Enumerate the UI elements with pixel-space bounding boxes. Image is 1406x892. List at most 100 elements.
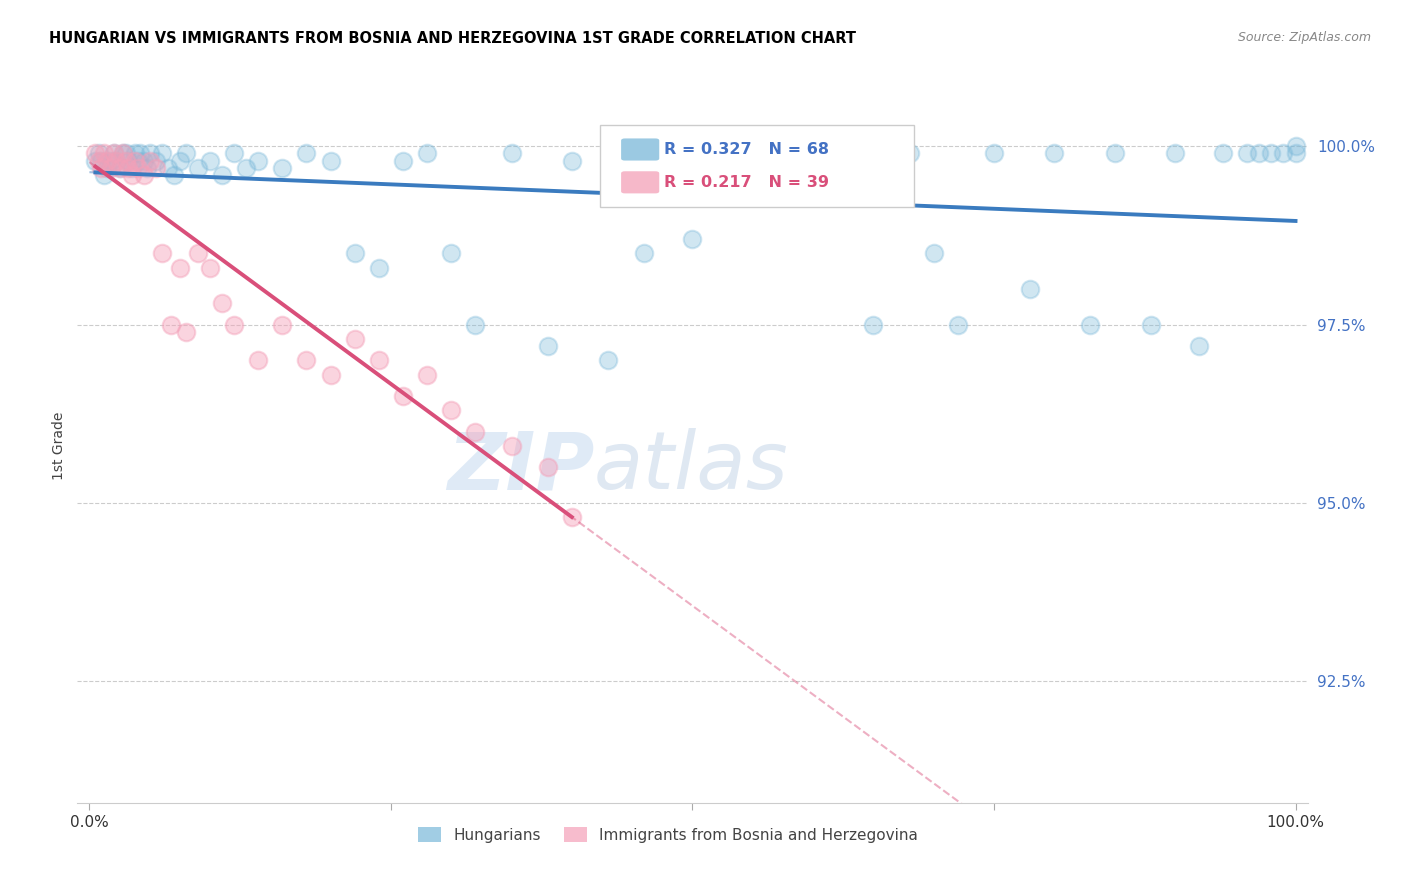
Point xyxy=(898,146,921,161)
Text: Source: ZipAtlas.com: Source: ZipAtlas.com xyxy=(1237,31,1371,45)
Text: R = 0.327   N = 68: R = 0.327 N = 68 xyxy=(664,143,830,157)
Point xyxy=(198,153,221,168)
FancyBboxPatch shape xyxy=(621,171,659,194)
Point xyxy=(440,403,463,417)
Point xyxy=(129,146,152,161)
Point xyxy=(367,353,389,368)
Point xyxy=(150,146,173,161)
Point xyxy=(416,146,439,161)
Point xyxy=(343,246,366,260)
Point xyxy=(1284,139,1306,153)
Point xyxy=(946,318,969,332)
Point xyxy=(367,260,389,275)
FancyBboxPatch shape xyxy=(621,138,659,161)
Point xyxy=(96,161,118,175)
Point xyxy=(127,153,149,168)
Point xyxy=(136,161,159,175)
Point xyxy=(1236,146,1258,161)
Point xyxy=(169,153,191,168)
Point xyxy=(87,153,110,168)
Point xyxy=(1284,146,1306,161)
Point xyxy=(160,318,183,332)
Point xyxy=(440,246,463,260)
Point xyxy=(84,146,107,161)
Point xyxy=(392,153,415,168)
Point xyxy=(145,153,167,168)
Point xyxy=(224,146,246,161)
Point xyxy=(295,146,318,161)
Point xyxy=(862,318,884,332)
Point xyxy=(730,146,752,161)
Point xyxy=(1043,146,1066,161)
Point xyxy=(1139,318,1161,332)
Point xyxy=(87,146,110,161)
Point xyxy=(633,246,655,260)
Point xyxy=(1188,339,1211,353)
Point xyxy=(235,161,257,175)
Legend: Hungarians, Immigrants from Bosnia and Herzegovina: Hungarians, Immigrants from Bosnia and H… xyxy=(412,821,924,848)
Point xyxy=(319,368,342,382)
Point xyxy=(211,296,233,310)
Point xyxy=(343,332,366,346)
Point xyxy=(174,325,197,339)
Point xyxy=(96,153,118,168)
Point xyxy=(132,153,155,168)
FancyBboxPatch shape xyxy=(600,125,914,207)
Point xyxy=(100,153,122,168)
Point xyxy=(90,153,112,168)
Point xyxy=(156,161,179,175)
Point xyxy=(198,260,221,275)
Point xyxy=(103,146,125,161)
Point xyxy=(537,460,560,475)
Point xyxy=(1212,146,1234,161)
Point xyxy=(392,389,415,403)
Point xyxy=(121,168,143,182)
Point xyxy=(825,153,848,168)
Point xyxy=(682,232,704,246)
Point xyxy=(112,146,135,161)
Point xyxy=(778,146,800,161)
Text: ZIP: ZIP xyxy=(447,428,595,507)
Point xyxy=(187,161,209,175)
Point xyxy=(103,146,125,161)
Point xyxy=(1019,282,1042,296)
Point xyxy=(163,168,186,182)
Point xyxy=(1260,146,1282,161)
Point xyxy=(501,146,523,161)
Text: HUNGARIAN VS IMMIGRANTS FROM BOSNIA AND HERZEGOVINA 1ST GRADE CORRELATION CHART: HUNGARIAN VS IMMIGRANTS FROM BOSNIA AND … xyxy=(49,31,856,46)
Point xyxy=(117,161,139,175)
Point xyxy=(145,161,167,175)
Point xyxy=(464,318,486,332)
Point xyxy=(138,146,160,161)
Point xyxy=(187,246,209,260)
Point xyxy=(104,153,127,168)
Point xyxy=(596,353,619,368)
Point xyxy=(114,153,136,168)
Point xyxy=(132,168,155,182)
Point xyxy=(1272,146,1295,161)
Point xyxy=(124,146,146,161)
Point xyxy=(1164,146,1187,161)
Point xyxy=(295,353,318,368)
Point xyxy=(983,146,1005,161)
Point xyxy=(247,153,270,168)
Point xyxy=(108,161,131,175)
Point xyxy=(124,153,146,168)
Point xyxy=(319,153,342,168)
Point xyxy=(174,146,197,161)
Point xyxy=(169,260,191,275)
Point xyxy=(561,153,583,168)
Point xyxy=(104,153,127,168)
Point xyxy=(1080,318,1102,332)
Point xyxy=(138,153,160,168)
Point xyxy=(150,246,173,260)
Point xyxy=(117,153,139,168)
Point xyxy=(127,161,149,175)
Point xyxy=(90,161,112,175)
Point xyxy=(93,146,115,161)
Point xyxy=(211,168,233,182)
Point xyxy=(108,161,131,175)
Point xyxy=(1104,146,1126,161)
Point xyxy=(501,439,523,453)
Point xyxy=(247,353,270,368)
